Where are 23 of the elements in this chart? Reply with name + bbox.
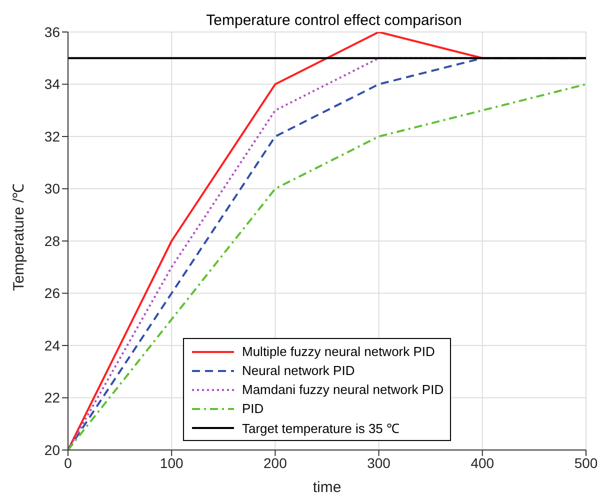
y-tick-label: 28 [44, 232, 60, 249]
y-tick-label: 22 [44, 390, 60, 406]
x-tick-label: 400 [470, 454, 494, 471]
y-axis-title: Temperature /℃ [10, 183, 28, 291]
y-tick-label: 30 [44, 180, 60, 197]
y-tick-label: 34 [44, 76, 60, 92]
x-tick-label: 100 [160, 454, 184, 471]
legend-label: Multiple fuzzy neural network PID [242, 344, 435, 359]
legend-label: Mamdani fuzzy neural network PID [242, 382, 444, 397]
x-axis-title: time [312, 479, 342, 496]
x-tick-label: 0 [64, 454, 72, 471]
x-tick-label: 500 [574, 454, 598, 471]
y-tick-label: 24 [44, 337, 60, 354]
legend-label: PID [242, 401, 264, 416]
y-tick-label: 36 [44, 24, 60, 40]
y-tick-label: 32 [44, 128, 60, 144]
legend-label: Target temperature is 35 ℃ [242, 420, 400, 436]
chart-title: Temperature control effect comparison [205, 12, 463, 29]
x-tick-label: 300 [367, 454, 391, 471]
y-tick-label: 26 [44, 285, 60, 302]
y-tick-label: 20 [44, 442, 60, 458]
x-tick-label: 200 [264, 454, 288, 471]
legend-label: Neural network PID [242, 363, 355, 378]
